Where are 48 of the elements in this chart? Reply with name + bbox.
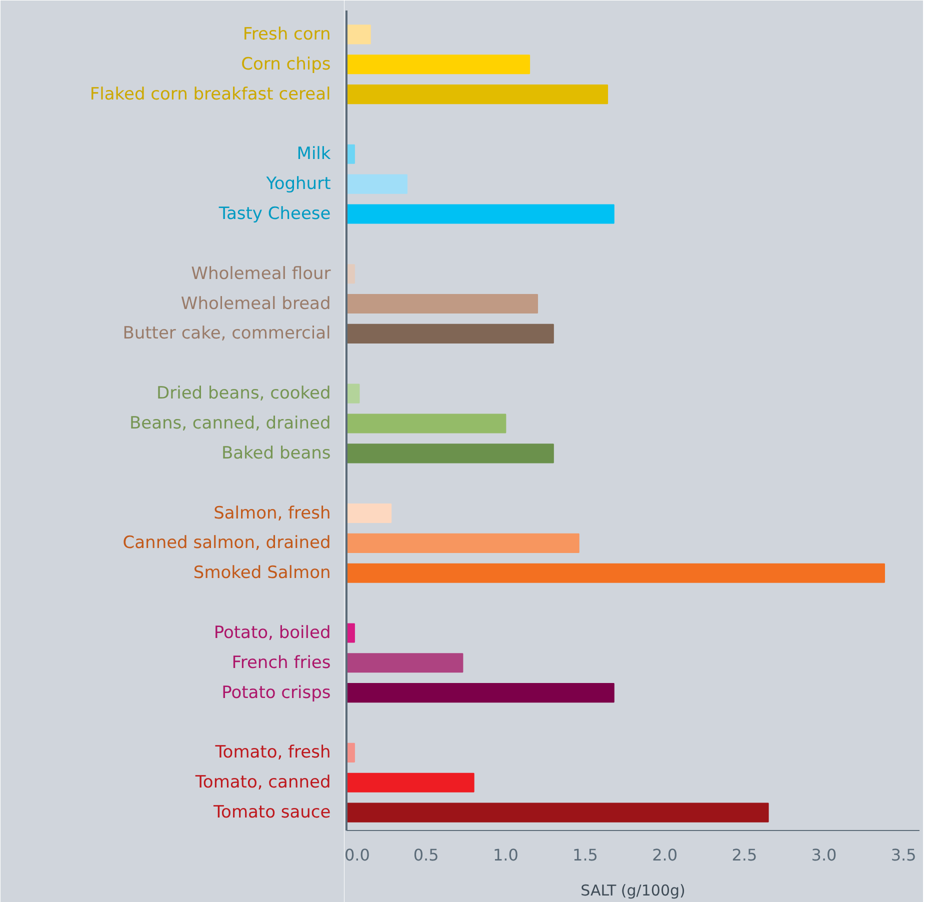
bar [346, 24, 371, 44]
x-tick-label: 3.5 [890, 846, 916, 864]
y-tick-label: Tomato, canned [194, 772, 331, 793]
bar [346, 324, 554, 344]
bar [346, 174, 408, 194]
x-tick-label: 1.0 [492, 846, 518, 864]
x-tick-label: 1.5 [572, 846, 598, 864]
y-tick-label: Potato, boiled [214, 622, 331, 643]
y-tick-label: French fries [232, 652, 331, 673]
y-tick-label: Tomato sauce [212, 802, 331, 823]
x-tick-label: 0.5 [413, 846, 439, 864]
y-tick-label: Beans, canned, drained [129, 413, 331, 434]
bar [346, 294, 538, 314]
y-tick-label: Wholemeal bread [180, 294, 331, 314]
bar [346, 653, 464, 673]
bar [346, 563, 885, 583]
y-tick-label: Yoghurt [265, 174, 332, 194]
y-tick-label: Corn chips [241, 54, 331, 74]
y-tick-label: Salmon, fresh [214, 503, 331, 524]
bar [346, 503, 392, 524]
x-tick-label: 2.0 [652, 846, 678, 864]
y-tick-label: Tomato, fresh [214, 742, 331, 763]
bar [346, 414, 506, 434]
y-tick-label: Fresh corn [242, 24, 331, 44]
bar [346, 802, 769, 822]
bar [346, 444, 554, 464]
y-tick-label: Potato crisps [222, 682, 331, 703]
bar [346, 204, 614, 224]
bar [346, 533, 580, 553]
bar [346, 623, 355, 643]
x-tick-label: 3.0 [811, 846, 837, 864]
x-tick-label: 2.5 [732, 846, 758, 864]
bar [346, 54, 530, 74]
x-tick-label: 0.0 [344, 846, 370, 864]
bar [346, 384, 360, 404]
y-tick-label: Canned salmon, drained [122, 533, 331, 554]
x-axis-title: SALT (g/100g) [580, 882, 686, 900]
y-tick-label: Flaked corn breakfast cereal [90, 84, 331, 104]
bar [346, 84, 608, 104]
y-tick-label: Wholemeal flour [191, 264, 331, 284]
bar [346, 772, 474, 792]
y-tick-label: Smoked Salmon [193, 563, 331, 584]
y-tick-label: Dried beans, cooked [156, 384, 331, 404]
y-tick-label: Milk [296, 144, 331, 164]
y-tick-label: Tasty Cheese [218, 204, 331, 224]
bar [346, 683, 614, 703]
y-tick-label: Butter cake, commercial [122, 324, 331, 344]
y-tick-label: Baked beans [221, 443, 331, 464]
